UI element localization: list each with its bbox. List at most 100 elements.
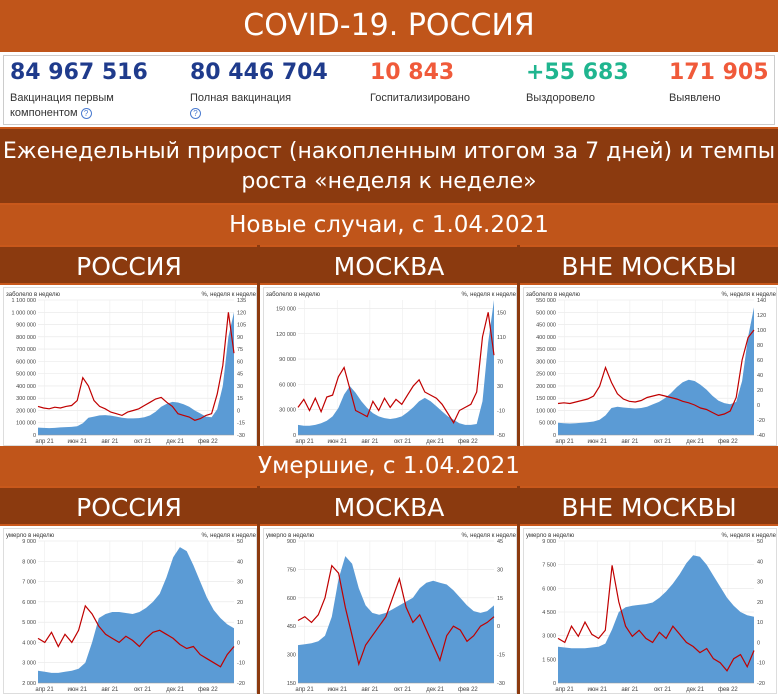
- x-tick-label: авг 21: [621, 687, 639, 693]
- y-axis-label: заболело в неделю: [266, 292, 320, 298]
- x-tick-label: апр 21: [35, 439, 54, 445]
- y-tick-label: 0: [33, 433, 36, 439]
- y-axis-label: умерло в неделю: [6, 533, 55, 539]
- x-tick-label: окт 21: [654, 687, 672, 693]
- y2-axis-label: %, неделя к неделе: [461, 533, 516, 539]
- chart-panel: умерло в неделю %, неделя к неделе 2 000 3 …: [3, 528, 257, 694]
- stat-value: +55 683: [526, 60, 629, 85]
- y-tick-label: 750: [287, 567, 296, 573]
- stats-bar: 84 967 516 Вакцинация первым компонентом …: [3, 55, 775, 125]
- y2-tick-label: 100: [757, 328, 766, 334]
- stat-label: Выявлено: [669, 92, 721, 104]
- x-tick-label: окт 21: [654, 439, 672, 445]
- page-title: COVID-19. РОССИЯ: [0, 0, 778, 52]
- y2-tick-label: 120: [757, 313, 766, 319]
- y-tick-label: 300 000: [16, 396, 36, 402]
- y2-tick-label: 70: [497, 359, 503, 365]
- y2-tick-label: 90: [237, 335, 243, 341]
- y2-tick-label: -20: [237, 681, 245, 687]
- x-tick-label: авг 21: [101, 687, 119, 693]
- stat-label: Полная вакцинация ?: [190, 92, 292, 119]
- x-tick-label: дек 21: [166, 687, 184, 693]
- y-tick-label: 2 000: [22, 681, 36, 687]
- y2-axis-label: %, неделя к неделе: [721, 533, 776, 539]
- y-tick-label: 1 100 000: [12, 298, 36, 304]
- y2-tick-label: 60: [757, 358, 763, 364]
- area-series: [558, 307, 754, 435]
- y2-tick-label: 110: [497, 335, 506, 341]
- x-tick-label: апр 21: [295, 687, 314, 693]
- y2-tick-label: -20: [757, 681, 765, 687]
- y2-tick-label: 15: [497, 596, 503, 602]
- column-header: ВНЕ МОСКВЫ: [520, 245, 778, 285]
- x-tick-label: авг 21: [101, 439, 119, 445]
- y-tick-label: 450: [287, 624, 296, 630]
- y2-tick-label: 20: [757, 388, 763, 394]
- x-tick-label: авг 21: [361, 687, 379, 693]
- y-tick-label: 300 000: [536, 359, 556, 365]
- new-cases-title: Новые случаи, с 1.04.2021: [0, 205, 778, 245]
- y-tick-label: 6 000: [542, 586, 556, 592]
- x-tick-label: фев 22: [198, 687, 218, 693]
- help-icon[interactable]: ?: [80, 107, 92, 119]
- y2-tick-label: -20: [757, 418, 765, 424]
- y2-tick-label: 40: [757, 559, 763, 565]
- y-tick-label: 400 000: [16, 384, 36, 390]
- y-tick-label: 50 000: [539, 421, 556, 427]
- x-tick-label: дек 21: [426, 687, 444, 693]
- y2-tick-label: 10: [757, 620, 763, 626]
- x-tick-label: дек 21: [426, 439, 444, 445]
- stat-value: 80 446 704: [190, 60, 328, 85]
- deaths-title: Умершие, с 1.04.2021: [0, 446, 778, 486]
- column-header: РОССИЯ: [0, 245, 258, 285]
- x-tick-label: окт 21: [394, 439, 412, 445]
- stat-item: 84 967 516 Вакцинация первым компонентом …: [10, 60, 148, 121]
- divider: [517, 486, 520, 694]
- column-header: МОСКВА: [260, 245, 518, 285]
- y2-tick-label: 105: [237, 323, 246, 329]
- chart-panel: умерло в неделю%, неделя к неделе 150 300 4…: [263, 528, 517, 694]
- y2-axis-label: %, неделя к неделе: [201, 292, 256, 298]
- y-tick-label: 600 000: [16, 359, 36, 365]
- stat-item: +55 683 Выздоровело: [526, 60, 676, 106]
- help-icon[interactable]: ?: [190, 107, 201, 119]
- y2-tick-label: -40: [757, 433, 765, 439]
- area-series: [38, 547, 234, 683]
- y-tick-label: 400 000: [536, 335, 556, 341]
- y-tick-label: 900 000: [16, 323, 36, 329]
- x-tick-label: фев 22: [458, 687, 478, 693]
- stat-value: 171 905: [669, 60, 769, 85]
- y2-tick-label: 30: [237, 580, 243, 586]
- y-tick-label: 150: [287, 681, 296, 687]
- y2-tick-label: -10: [237, 661, 245, 667]
- y2-tick-label: -15: [497, 653, 505, 659]
- y-tick-label: 90 000: [279, 357, 296, 363]
- y-tick-label: 9 000: [542, 539, 556, 545]
- column-header: ВНЕ МОСКВЫ: [520, 486, 778, 526]
- y2-tick-label: -50: [497, 433, 505, 439]
- divider: [257, 486, 260, 694]
- y-tick-label: 150 000: [276, 306, 296, 312]
- x-tick-label: апр 21: [295, 439, 314, 445]
- y-tick-label: 8 000: [22, 559, 36, 565]
- x-tick-label: фев 22: [718, 687, 738, 693]
- y2-tick-label: 0: [237, 640, 240, 646]
- x-tick-label: дек 21: [166, 439, 184, 445]
- x-tick-label: окт 21: [134, 687, 152, 693]
- y2-tick-label: 50: [757, 539, 763, 545]
- chart-svg: заболело в неделю %, неделя к неделе 0 30 0…: [266, 292, 517, 445]
- weekly-title: Еженедельный прирост (накопленным итогом…: [0, 127, 778, 205]
- y-tick-label: 60 000: [279, 382, 296, 388]
- area-series: [558, 555, 754, 683]
- y-tick-label: 6 000: [22, 600, 36, 606]
- y-tick-label: 300: [287, 653, 296, 659]
- line-series: [37, 604, 235, 668]
- y-tick-label: 3 000: [22, 661, 36, 667]
- chart-panel: заболело в неделю %, неделя к неделе 0 50 0…: [523, 287, 777, 446]
- x-tick-label: апр 21: [555, 439, 574, 445]
- y2-tick-label: 60: [237, 359, 243, 365]
- x-tick-label: дек 21: [686, 687, 704, 693]
- chart-svg: заболело в неделю %, неделя к неделе 0 50 0…: [526, 292, 777, 445]
- x-tick-label: июн 21: [327, 687, 347, 693]
- chart-panel: заболело в неделю %, неделя к неделе 0 30 0…: [263, 287, 517, 446]
